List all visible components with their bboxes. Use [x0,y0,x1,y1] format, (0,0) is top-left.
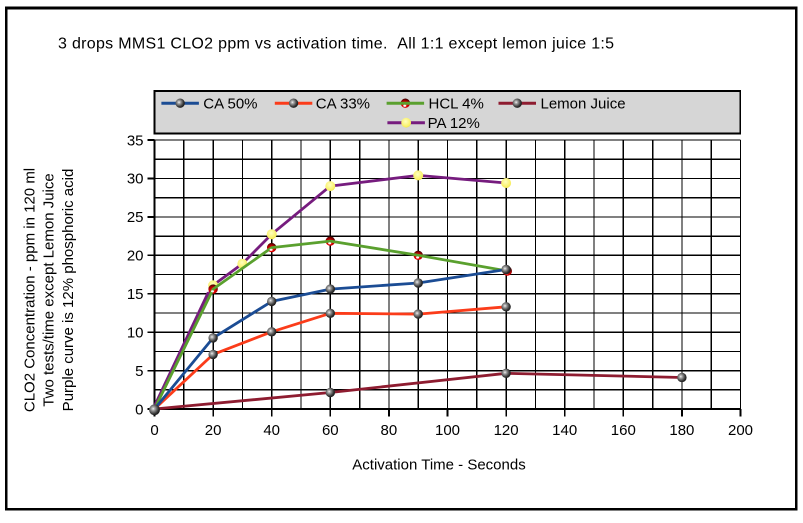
svg-text:120: 120 [494,422,519,439]
svg-text:60: 60 [322,422,339,439]
svg-text:0: 0 [135,401,143,418]
svg-text:35: 35 [127,132,144,149]
svg-text:15: 15 [127,286,144,303]
svg-text:20: 20 [205,422,222,439]
svg-text:Two tests/time except Lemon Ju: Two tests/time except Lemon Juice [41,173,58,406]
svg-text:200: 200 [728,422,753,439]
svg-text:Lemon Juice: Lemon Juice [541,96,626,113]
svg-text:20: 20 [127,248,144,265]
svg-text:100: 100 [435,422,460,439]
svg-text:25: 25 [127,209,144,226]
svg-text:CA 50%: CA 50% [203,96,257,113]
svg-text:CA 33%: CA 33% [316,96,370,113]
svg-text:Purple curve is 12% phosphoric: Purple curve is 12% phosphoric acid [60,169,77,412]
svg-text:5: 5 [135,363,143,380]
svg-text:0: 0 [150,422,158,439]
svg-text:40: 40 [263,422,280,439]
svg-text:CLO2 Concentration - ppm in 12: CLO2 Concentration - ppm in 120 ml [21,168,38,412]
svg-text:3 drops MMS1 CLO2 ppm vs activ: 3 drops MMS1 CLO2 ppm vs activation time… [58,36,614,53]
svg-text:160: 160 [611,422,636,439]
svg-text:140: 140 [552,422,577,439]
svg-text:HCL 4%: HCL 4% [429,96,484,113]
svg-text:30: 30 [127,171,144,188]
svg-text:80: 80 [381,422,398,439]
svg-text:10: 10 [127,324,144,341]
svg-text:180: 180 [669,422,694,439]
svg-text:Activation Time - Seconds: Activation Time - Seconds [352,457,525,474]
svg-text:PA 12%: PA 12% [428,115,480,132]
